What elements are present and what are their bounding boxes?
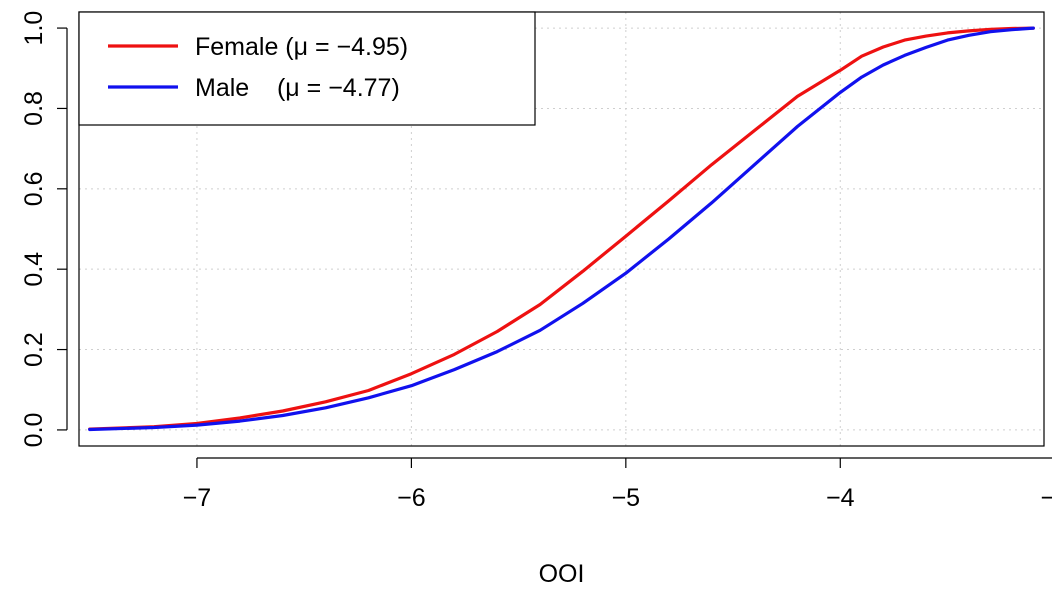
x-tick-label-3: −4 xyxy=(826,484,855,512)
x-axis-title: OOI xyxy=(539,560,585,588)
y-tick-label-1: 0.2 xyxy=(20,332,48,367)
y-tick-label-0: 0.0 xyxy=(20,413,48,448)
plot-frame xyxy=(78,11,1045,447)
legend: Female (μ = −4.95) Male (μ = −4.77) xyxy=(78,11,536,126)
y-tick-label-5: 1.0 xyxy=(20,11,48,46)
axes: −7 −6 −5 −4 −3 0.0 0.2 0.4 0.6 0.8 1.0 xyxy=(20,11,1052,512)
series-line-0 xyxy=(88,26,1035,431)
legend-label-0: Female (μ = −4.95) xyxy=(195,33,408,61)
x-tick-label-4: −3 xyxy=(1040,484,1052,512)
legend-label-1: Male (μ = −4.77) xyxy=(195,74,400,102)
y-tick-label-3: 0.6 xyxy=(20,171,48,206)
x-tick-label-2: −5 xyxy=(612,484,641,512)
series-lines xyxy=(88,26,1035,432)
y-tick-label-4: 0.8 xyxy=(20,91,48,126)
x-tick-label-1: −6 xyxy=(397,484,426,512)
legend-box xyxy=(78,11,536,126)
series-line-1 xyxy=(88,26,1035,432)
x-tick-label-0: −7 xyxy=(183,484,212,512)
y-tick-label-2: 0.4 xyxy=(20,252,48,287)
